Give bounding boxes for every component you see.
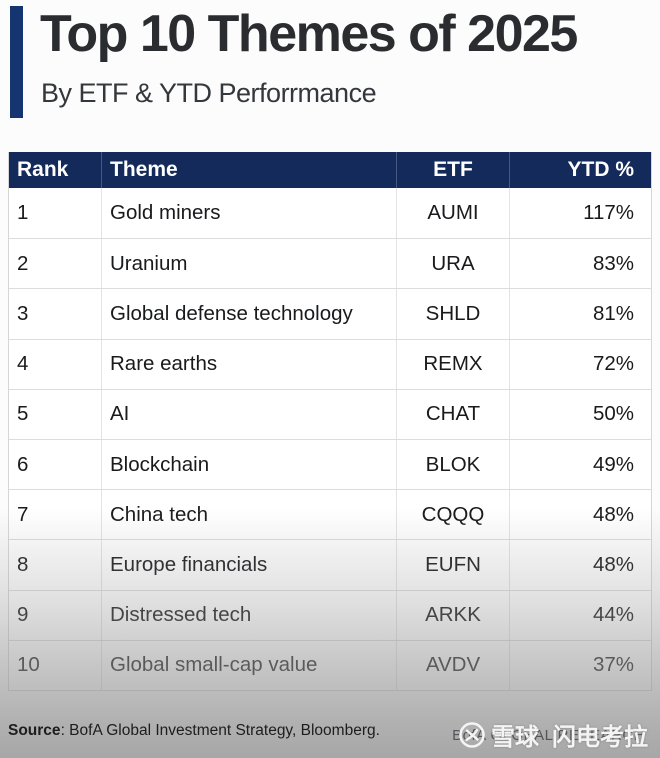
rank-cell: 7 — [17, 502, 29, 526]
page-title: Top 10 Themes of 2025 — [40, 5, 578, 63]
rank-cell: 2 — [17, 251, 29, 275]
etf-cell: CQQQ — [396, 490, 509, 540]
rank-cell: 5 — [17, 402, 29, 426]
col-header-ytd: YTD % — [509, 152, 651, 188]
etf-cell: CHAT — [396, 389, 509, 439]
ytd-cell: 81% — [509, 289, 651, 339]
ytd-cell: 49% — [509, 439, 651, 490]
rank-cell: 8 — [17, 552, 29, 576]
channel-watermark: 雪球 闪电考拉 — [458, 717, 648, 752]
etf-cell: AVDV — [396, 640, 509, 690]
theme-cell: China tech — [101, 490, 396, 540]
table-body: 1 Gold miners AUMI 117% 2 Uranium URA 83… — [9, 188, 651, 690]
xueqiu-snowball-icon — [459, 721, 485, 748]
table-header-row: Rank Theme ETF YTD % — [9, 152, 651, 188]
theme-cell: Global small-cap value — [101, 640, 396, 690]
table-row: 1 Gold miners AUMI 117% — [9, 188, 651, 239]
theme-cell: Gold miners — [101, 188, 396, 239]
table-row: 9 Distressed tech ARKK 44% — [9, 589, 651, 640]
table-row: 3 Global defense technology SHLD 81% — [9, 288, 651, 339]
theme-cell: Distressed tech — [101, 590, 396, 640]
ytd-cell: 117% — [509, 188, 651, 239]
etf-cell: SHLD — [396, 289, 509, 339]
theme-cell: Uranium — [101, 239, 396, 289]
ytd-cell: 72% — [509, 339, 651, 389]
source-label: Source — [8, 722, 61, 739]
theme-cell: Global defense technology — [101, 289, 396, 339]
table-row: 5 AI CHAT 50% — [9, 388, 651, 439]
table-row: 10 Global small-cap value AVDV 37% — [9, 639, 651, 690]
etf-cell: EUFN — [396, 540, 509, 590]
etf-cell: ARKK — [396, 590, 509, 640]
ytd-cell: 48% — [509, 540, 651, 590]
table-row: 7 China tech CQQQ 48% — [9, 489, 651, 540]
ytd-cell: 37% — [509, 640, 651, 690]
source-note: Source: BofA Global Investment Strategy,… — [8, 722, 380, 740]
themes-table: Rank Theme ETF YTD % 1 Gold miners AUMI … — [8, 152, 652, 691]
watermark-brand: 雪球 — [491, 724, 539, 751]
title-accent-bar — [10, 6, 23, 118]
rank-cell: 10 — [17, 653, 40, 677]
col-header-etf: ETF — [396, 152, 509, 188]
source-text: : BofA Global Investment Strategy, Bloom… — [60, 722, 380, 739]
ytd-cell: 48% — [509, 490, 651, 540]
ytd-cell: 50% — [509, 389, 651, 439]
watermark-channel: 闪电考拉 — [552, 724, 648, 751]
rank-cell: 3 — [17, 301, 29, 325]
rank-cell: 4 — [17, 352, 29, 376]
table-row: 6 Blockchain BLOK 49% — [9, 438, 651, 490]
table-row: 8 Europe financials EUFN 48% — [9, 539, 651, 590]
theme-cell: Europe financials — [101, 540, 396, 590]
ytd-cell: 44% — [509, 590, 651, 640]
rank-cell: 6 — [17, 452, 29, 476]
col-header-rank: Rank — [17, 158, 69, 181]
rank-cell: 1 — [17, 201, 29, 225]
table-row: 2 Uranium URA 83% — [9, 238, 651, 289]
page-subtitle: By ETF & YTD Perforrmance — [41, 78, 377, 108]
rank-cell: 9 — [17, 603, 29, 627]
table-row: 4 Rare earths REMX 72% — [9, 338, 651, 389]
theme-cell: AI — [101, 389, 396, 439]
col-header-theme: Theme — [101, 152, 396, 188]
etf-cell: URA — [396, 239, 509, 289]
etf-cell: AUMI — [396, 188, 509, 239]
theme-cell: Rare earths — [101, 339, 396, 389]
ytd-cell: 83% — [509, 239, 651, 289]
theme-cell: Blockchain — [101, 439, 396, 490]
etf-cell: REMX — [396, 339, 509, 389]
etf-cell: BLOK — [396, 439, 509, 490]
